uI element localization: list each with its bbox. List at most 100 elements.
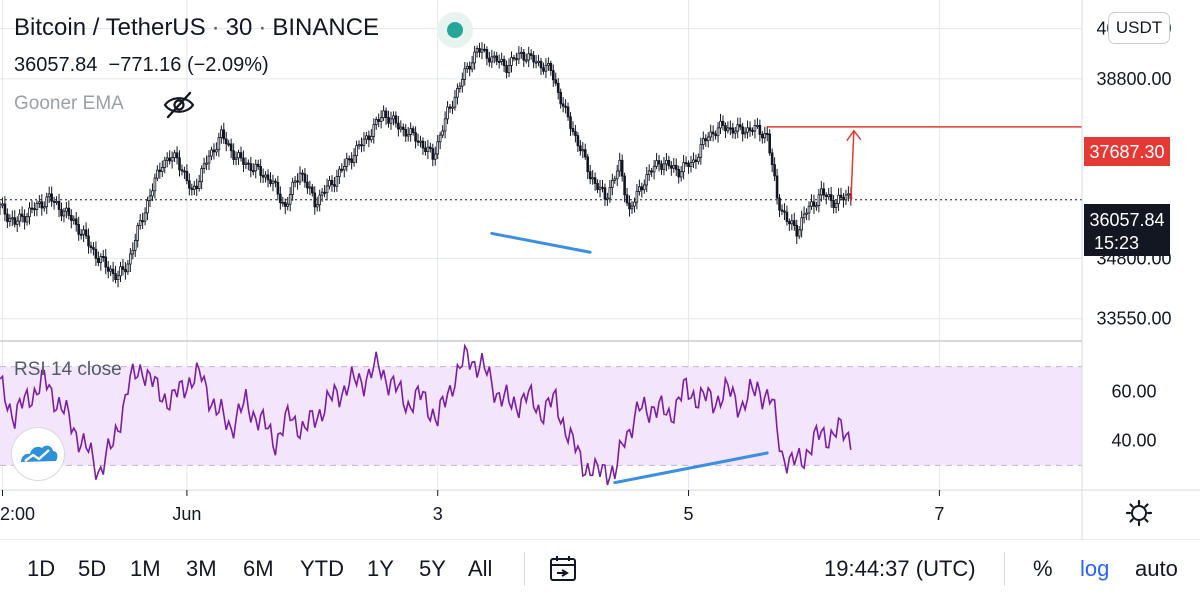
candle-body bbox=[328, 179, 331, 187]
candle-body bbox=[131, 249, 135, 255]
candle-body bbox=[431, 148, 435, 160]
candle-body bbox=[633, 201, 636, 207]
timeframe-1d[interactable]: 1D bbox=[27, 556, 56, 581]
candle-body bbox=[379, 117, 383, 122]
rsi-tick-label: 40.00 bbox=[1111, 431, 1156, 451]
candle-body bbox=[510, 57, 513, 66]
candle-body bbox=[549, 62, 553, 71]
candle-body bbox=[111, 268, 115, 275]
candle-body bbox=[397, 122, 400, 130]
candle-body bbox=[544, 64, 548, 72]
candle-body bbox=[433, 153, 437, 160]
candle-body bbox=[726, 127, 730, 132]
bottom-toolbar bbox=[0, 540, 1200, 600]
candle-body bbox=[318, 194, 321, 206]
candle-body bbox=[844, 194, 848, 201]
utc-clock[interactable]: 19:44:37 (UTC) bbox=[824, 556, 976, 581]
candle-body bbox=[279, 193, 282, 203]
rsi-legend[interactable]: RSI 14 close bbox=[14, 359, 122, 380]
candle-body bbox=[446, 106, 449, 120]
auto-scale-button[interactable]: auto bbox=[1135, 556, 1178, 581]
candle-body bbox=[367, 135, 371, 141]
candle-body bbox=[325, 185, 329, 194]
candle-body bbox=[244, 162, 248, 165]
candle-body bbox=[778, 197, 781, 211]
timeframe-5d[interactable]: 5D bbox=[78, 556, 107, 581]
candle-body bbox=[65, 207, 68, 212]
candle-body bbox=[733, 130, 737, 134]
candle-body bbox=[534, 61, 538, 64]
candle-body bbox=[593, 177, 597, 184]
candle-body bbox=[674, 164, 678, 170]
candle-body bbox=[829, 194, 833, 201]
timeframe-5y[interactable]: 5Y bbox=[419, 556, 446, 581]
candle-body bbox=[805, 212, 808, 215]
percent-scale-button[interactable]: % bbox=[1033, 556, 1053, 581]
exchange: BINANCE bbox=[272, 14, 380, 41]
candle-body bbox=[101, 256, 105, 259]
candle-body bbox=[699, 144, 703, 158]
candle-body bbox=[342, 166, 346, 171]
candle-body bbox=[665, 159, 668, 165]
candle-body bbox=[709, 131, 712, 138]
candle-body bbox=[697, 156, 700, 162]
candle-body bbox=[529, 53, 533, 56]
candle-body bbox=[195, 185, 199, 189]
timeframe-3m[interactable]: 3M bbox=[186, 556, 217, 581]
candle-body bbox=[702, 138, 705, 146]
candle-body bbox=[394, 115, 398, 124]
candle-body bbox=[28, 207, 31, 218]
candle-body bbox=[456, 88, 459, 98]
calendar-range-icon[interactable] bbox=[548, 554, 580, 584]
last-price-badge: 36057.84 bbox=[1089, 210, 1164, 230]
candle-body bbox=[335, 176, 339, 187]
candle-body bbox=[773, 164, 776, 177]
candle-body bbox=[70, 214, 73, 221]
currency-button[interactable]: USDT bbox=[1108, 12, 1170, 44]
candle-body bbox=[672, 164, 676, 169]
candle-body bbox=[97, 257, 100, 263]
candle-body bbox=[490, 56, 494, 63]
candle-body bbox=[370, 135, 373, 141]
log-scale-button[interactable]: log bbox=[1080, 556, 1110, 581]
candle-body bbox=[338, 168, 341, 177]
candle-body bbox=[229, 143, 233, 152]
candle-body bbox=[202, 163, 206, 169]
time-axis[interactable]: 2:00 Jun 3 5 7 bbox=[0, 490, 944, 524]
timeframe-1m[interactable]: 1M bbox=[130, 556, 161, 581]
indicator-legend[interactable]: Gooner EMA bbox=[14, 93, 124, 114]
rsi-tick-label: 60.00 bbox=[1111, 381, 1156, 401]
candle-body bbox=[660, 163, 663, 170]
candle-body bbox=[761, 133, 764, 139]
candle-body bbox=[72, 218, 76, 221]
candle-body bbox=[522, 51, 526, 61]
candle-body bbox=[298, 172, 302, 183]
candle-body bbox=[274, 180, 277, 183]
symbol-name: Bitcoin / TetherUS bbox=[14, 14, 206, 41]
candle-body bbox=[465, 65, 469, 70]
candle-body bbox=[116, 275, 120, 280]
gear-icon[interactable] bbox=[1125, 499, 1153, 527]
tradingview-logo-icon[interactable] bbox=[12, 428, 64, 480]
candle-body bbox=[579, 145, 582, 152]
candle-body bbox=[642, 184, 646, 191]
candle-body bbox=[313, 192, 317, 208]
candle-body bbox=[839, 194, 843, 198]
candle-body bbox=[188, 180, 191, 189]
timeframe-all[interactable]: All bbox=[468, 556, 493, 581]
candle-body bbox=[311, 186, 314, 194]
candle-body bbox=[160, 167, 164, 172]
candle-body bbox=[458, 85, 462, 89]
timeframe-1y[interactable]: 1Y bbox=[367, 556, 394, 581]
candle-body bbox=[618, 159, 621, 172]
timeframe-6m[interactable]: 6M bbox=[243, 556, 274, 581]
candle-body bbox=[10, 217, 14, 220]
candle-body bbox=[505, 65, 508, 73]
candle-body bbox=[488, 57, 491, 63]
candle-body bbox=[281, 202, 285, 205]
symbol-title[interactable]: Bitcoin / TetherUS · 30 · BINANCE bbox=[14, 14, 380, 41]
timeframe-ytd[interactable]: YTD bbox=[300, 556, 344, 581]
candle-body bbox=[497, 60, 501, 63]
eye-off-icon[interactable] bbox=[162, 90, 196, 120]
